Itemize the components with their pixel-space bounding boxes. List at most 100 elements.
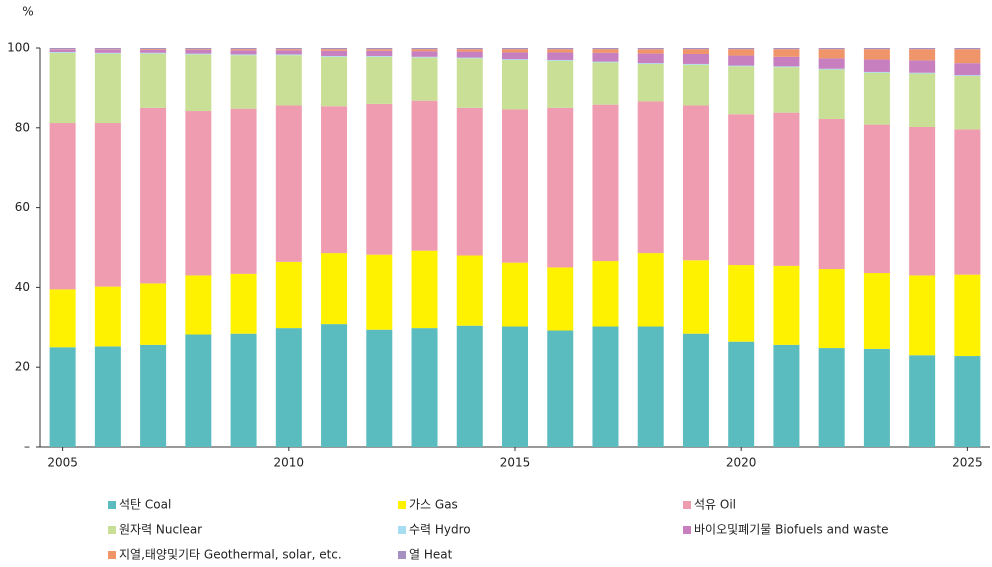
bar-segment: [682, 48, 709, 50]
bar-segment: [818, 68, 845, 70]
bar-segment: [547, 48, 574, 50]
bar-segment: [909, 49, 936, 61]
legend-label: 석탄 Coal: [119, 498, 171, 512]
x-tick-label: 2005: [47, 456, 78, 470]
bar-segment: [773, 49, 800, 57]
bar-segment: [773, 67, 800, 113]
y-unit-label: %: [22, 5, 33, 19]
x-tick-label: 2010: [274, 456, 305, 470]
bar-segment: [818, 49, 845, 59]
bar-segment: [275, 261, 302, 329]
bar-segment: [456, 58, 483, 108]
bar-segment: [728, 49, 755, 56]
bar-segment: [863, 71, 890, 73]
bar-segment: [140, 53, 167, 108]
legend-swatch: [398, 526, 406, 534]
y-tick-label: 60: [15, 200, 30, 214]
bar-segment: [682, 49, 709, 54]
bar-segment: [863, 48, 890, 50]
bar-segment: [140, 52, 167, 54]
bar-segment: [140, 49, 167, 50]
bar-segment: [275, 50, 302, 55]
bar-segment: [547, 60, 574, 108]
bar-segment: [321, 324, 348, 447]
bar-segment: [185, 49, 212, 50]
bar-segment: [185, 111, 212, 276]
bar-segment: [592, 49, 619, 53]
bar-segment: [637, 101, 664, 254]
bar-segment: [547, 107, 574, 268]
bar-segment: [366, 329, 393, 447]
bar-segment: [275, 55, 302, 106]
bar-segment: [411, 49, 438, 52]
bar-segment: [321, 49, 348, 51]
y-tick-label: 20: [15, 360, 30, 374]
bar-segment: [366, 55, 393, 57]
bar-segment: [682, 63, 709, 65]
bar-segment: [366, 49, 393, 51]
bar-segment: [909, 48, 936, 50]
legend-swatch: [108, 551, 116, 559]
bar-segment: [637, 63, 664, 102]
bar-segment: [728, 265, 755, 342]
bar-segment: [863, 348, 890, 447]
y-tick-label: 80: [15, 120, 30, 134]
bar-segment: [863, 59, 890, 72]
bar-segment: [49, 51, 76, 53]
bar-segment: [954, 274, 981, 357]
bar-segment: [94, 286, 121, 347]
bar-segment: [185, 54, 212, 112]
bar-segment: [818, 348, 845, 447]
bar-segment: [502, 48, 528, 50]
bar-segment: [818, 69, 845, 120]
legend-label: 수력 Hydro: [409, 523, 471, 537]
bar-segment: [49, 52, 76, 124]
bar-segment: [366, 50, 393, 56]
bar-segment: [818, 58, 845, 69]
legend-label: 지열,태양및기타 Geothermal, solar, etc.: [119, 548, 342, 562]
bar-segment: [728, 66, 755, 115]
bar-segment: [456, 325, 483, 447]
bar-segment: [773, 265, 800, 345]
bar-segment: [592, 52, 619, 62]
bar-segment: [909, 127, 936, 276]
bar-segment: [321, 253, 348, 325]
legend-label: 석유 Oil: [694, 498, 736, 512]
bar-segment: [547, 49, 574, 53]
bar-segment: [863, 72, 890, 125]
bar-segment: [230, 50, 257, 55]
bar-segment: [637, 53, 664, 64]
y-tick-label: 40: [15, 280, 30, 294]
bar-segment: [275, 49, 302, 51]
bar-segment: [140, 49, 167, 53]
bar-segment: [94, 48, 121, 50]
bar-segment: [94, 52, 121, 54]
bar-segment: [456, 51, 483, 58]
bar-segment: [773, 66, 800, 68]
bar-segment: [547, 59, 574, 61]
bar-segment: [773, 56, 800, 67]
bar-segment: [275, 54, 302, 56]
bar-segment: [637, 326, 664, 447]
bar-segment: [321, 56, 348, 107]
bar-segment: [954, 63, 981, 76]
bar-segment: [502, 59, 528, 60]
bar-segment: [456, 107, 483, 256]
bar-segment: [230, 55, 257, 109]
bar-segment: [637, 48, 664, 50]
bar-segment: [502, 49, 528, 53]
bar-segment: [502, 59, 528, 110]
bar-segment: [94, 49, 121, 53]
bar-segment: [954, 49, 981, 64]
bar-segment: [637, 49, 664, 54]
legend-swatch: [683, 526, 691, 534]
bar-segment: [366, 254, 393, 330]
bar-segment: [502, 52, 528, 60]
bar-segment: [863, 273, 890, 349]
bar-segment: [728, 48, 755, 50]
bar-segment: [456, 48, 483, 50]
bar-segment: [321, 55, 348, 57]
bar-segment: [682, 53, 709, 64]
bar-segment: [954, 48, 981, 50]
bar-segment: [185, 49, 212, 54]
